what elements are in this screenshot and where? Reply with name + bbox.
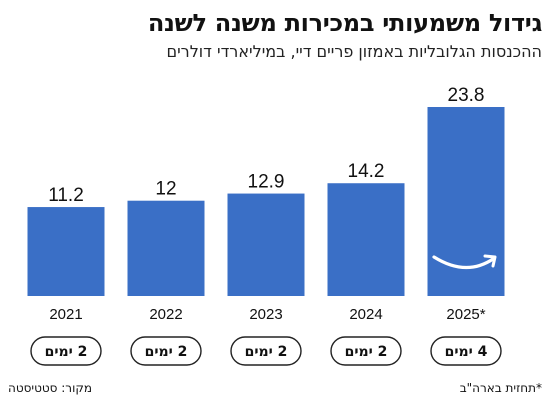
value-label: 11.2 [48,185,84,206]
category-label: 2024 [349,306,382,323]
bar-2024 [327,183,405,296]
value-label: 12 [155,179,176,200]
value-label: 23.8 [448,85,485,106]
bar-2022 [127,200,205,296]
duration-label: 2 ימים [245,344,288,360]
category-label: 2023 [249,306,282,323]
duration-pill [130,336,202,366]
bar-2025 [427,107,505,296]
duration-label: 2 ימים [345,344,388,360]
chart-title: גידול משמעותי במכירות משנה לשנה [147,9,542,37]
amazon-smile-logo [432,254,497,270]
duration-pill [430,336,502,366]
duration-label: 2 ימים [145,344,188,360]
smile-arrowhead [483,254,497,268]
category-label: 2022 [149,306,182,323]
duration-pill [330,336,402,366]
forecast-note: *תחזית בארה"ב [459,381,542,395]
value-label: 14.2 [348,161,385,182]
value-label: 12.9 [248,172,285,193]
chart-subtitle: ההכנסות הגלובליות באמזון פריים דיי, במיל… [166,42,542,61]
smile-curve [432,255,495,270]
duration-pill [230,336,302,366]
duration-label: 2 ימים [45,344,88,360]
duration-pill [30,336,102,366]
bar-2023 [227,193,305,296]
source-note: מקור: סטטיסטה [8,381,93,395]
bar-2021 [27,207,105,296]
category-label: 2025* [446,306,485,323]
category-label: 2021 [49,306,82,323]
duration-label: 4 ימים [445,344,488,360]
